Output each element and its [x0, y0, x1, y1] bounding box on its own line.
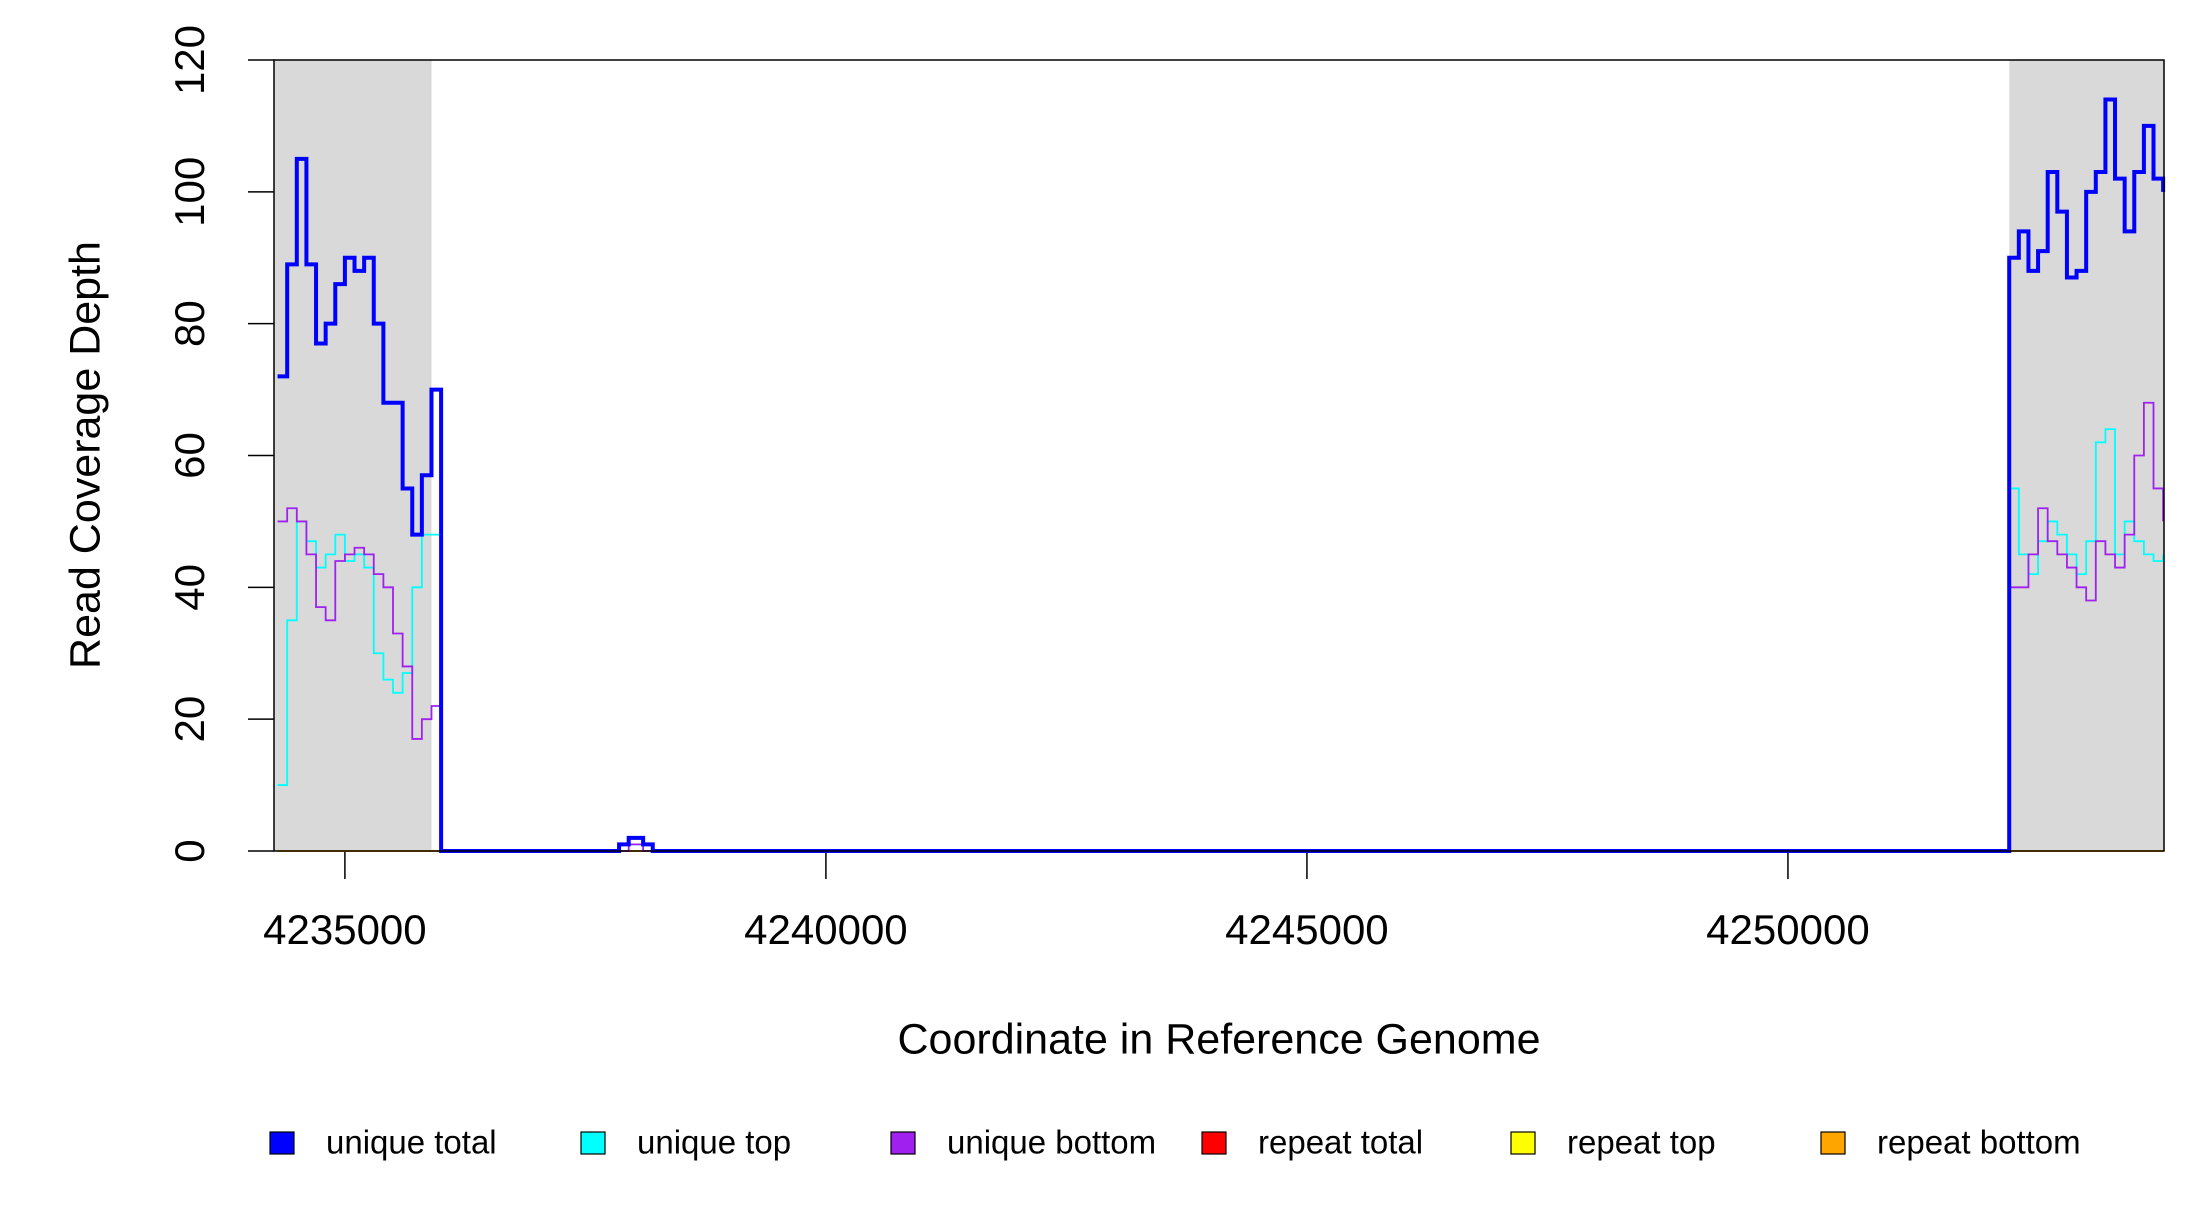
- legend-swatch: [269, 1131, 295, 1155]
- y-tick-label: 80: [166, 300, 213, 347]
- y-tick-label: 40: [166, 564, 213, 611]
- legend-label: unique top: [637, 1124, 791, 1161]
- legend-label: repeat bottom: [1877, 1124, 2081, 1161]
- y-axis-label: Read Coverage Depth: [61, 241, 109, 669]
- series-line: [277, 428, 2165, 852]
- x-tick-label: 4245000: [1225, 906, 1389, 953]
- plot-frame: [273, 59, 2165, 852]
- legend-label: repeat total: [1258, 1124, 1423, 1161]
- series-line: [277, 97, 2166, 853]
- legend-label: unique bottom: [947, 1124, 1156, 1161]
- x-tick-label: 4235000: [263, 906, 427, 953]
- legend-swatch: [580, 1131, 606, 1155]
- legend-swatch: [1510, 1131, 1536, 1155]
- y-tick-label: 120: [166, 25, 213, 95]
- y-tick-label: 0: [166, 839, 213, 862]
- y-tick-label: 100: [166, 157, 213, 227]
- legend-label: unique total: [326, 1124, 497, 1161]
- legend-label: repeat top: [1567, 1124, 1716, 1161]
- legend-swatch: [890, 1131, 916, 1155]
- x-axis-label: Coordinate in Reference Genome: [898, 1015, 1541, 1063]
- x-tick-label: 4250000: [1706, 906, 1870, 953]
- y-tick-label: 60: [166, 432, 213, 479]
- shaded-region: [274, 60, 432, 851]
- x-tick-label: 4240000: [744, 906, 908, 953]
- legend-swatch: [1820, 1131, 1846, 1155]
- y-tick-label: 20: [166, 696, 213, 743]
- legend-swatch: [1201, 1131, 1227, 1155]
- series-line: [277, 401, 2165, 852]
